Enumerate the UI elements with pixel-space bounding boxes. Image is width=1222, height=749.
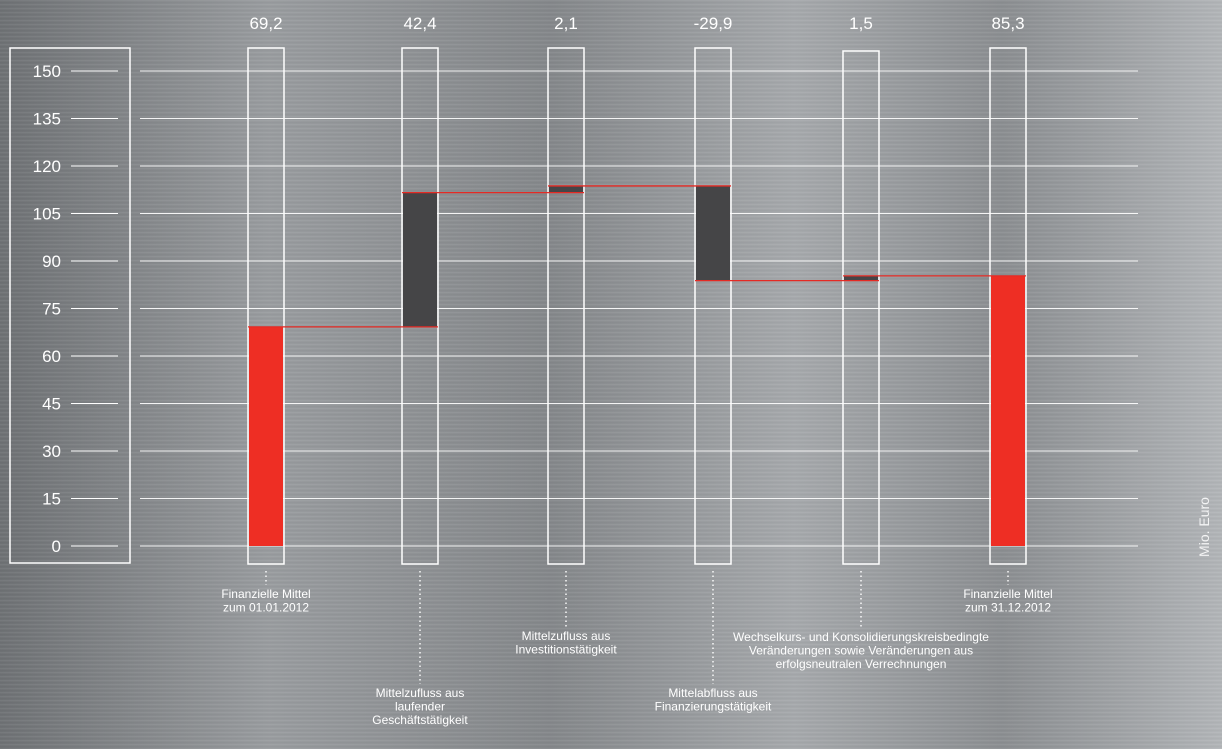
change-bar [844, 275, 878, 281]
column-frame [989, 47, 1027, 565]
y-axis-frame [9, 47, 131, 564]
y-axis: 0 15 30 45 60 75 90 105 120 135 150 [9, 47, 131, 564]
value-labels: 69,2 42,4 2,1 -29,9 1,5 85,3 [249, 14, 1024, 33]
y-tick-label: 0 [52, 537, 61, 556]
y-tick-label: 120 [33, 157, 61, 176]
category-label: Finanzierungstätigkeit [655, 700, 772, 714]
change-bar [696, 185, 730, 281]
y-tick-label: 60 [42, 347, 61, 366]
y-tick-label: 30 [42, 442, 61, 461]
data-value-label: -29,9 [694, 14, 733, 33]
bars [249, 185, 1025, 546]
category-label: Geschäftstätigkeit [372, 713, 468, 727]
y-axis-unit-label: Mio. Euro [1196, 497, 1212, 557]
column-frame [247, 47, 285, 565]
connector-lines [248, 185, 1026, 328]
data-value-label: 85,3 [991, 14, 1024, 33]
category-label: Mittelabfluss aus [668, 686, 757, 700]
y-tick-label: 75 [42, 300, 61, 319]
data-value-label: 2,1 [554, 14, 578, 33]
category-label: zum 31.12.2012 [965, 601, 1051, 615]
category-label: Veränderungen sowie Veränderungen aus [749, 644, 973, 658]
category-label: erfolgsneutralen Verrechnungen [776, 657, 947, 671]
column-frames [247, 47, 1027, 565]
column-frame [547, 47, 585, 565]
y-tick-label: 135 [33, 110, 61, 129]
category-label: Mittelzufluss aus [522, 629, 611, 643]
y-tick-label: 90 [42, 252, 61, 271]
grid-lines [140, 70, 1138, 547]
category-label: Finanzielle Mittel [963, 587, 1052, 601]
total-bar [991, 275, 1025, 546]
column-frame [401, 47, 439, 565]
change-bar [403, 192, 437, 327]
change-bar [549, 185, 583, 193]
y-tick-label: 105 [33, 205, 61, 224]
y-tick-label: 15 [42, 490, 61, 509]
column-frame [694, 47, 732, 565]
data-value-label: 69,2 [249, 14, 282, 33]
column-frame [842, 50, 880, 565]
y-tick-label: 150 [33, 62, 61, 81]
category-label: Wechselkurs- und Konsolidierungskreisbed… [733, 630, 989, 644]
category-label: Mittelzufluss aus [376, 686, 465, 700]
data-value-label: 1,5 [849, 14, 873, 33]
category-label: Finanzielle Mittel [221, 587, 310, 601]
total-bar [249, 326, 283, 546]
category-label: Investitionstätigkeit [515, 643, 617, 657]
category-label: zum 01.01.2012 [223, 601, 309, 615]
y-tick-label: 45 [42, 395, 61, 414]
category-label: laufender [395, 700, 445, 714]
data-value-label: 42,4 [403, 14, 436, 33]
